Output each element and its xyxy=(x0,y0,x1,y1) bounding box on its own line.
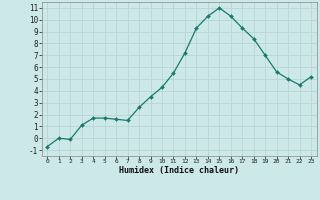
X-axis label: Humidex (Indice chaleur): Humidex (Indice chaleur) xyxy=(119,166,239,175)
